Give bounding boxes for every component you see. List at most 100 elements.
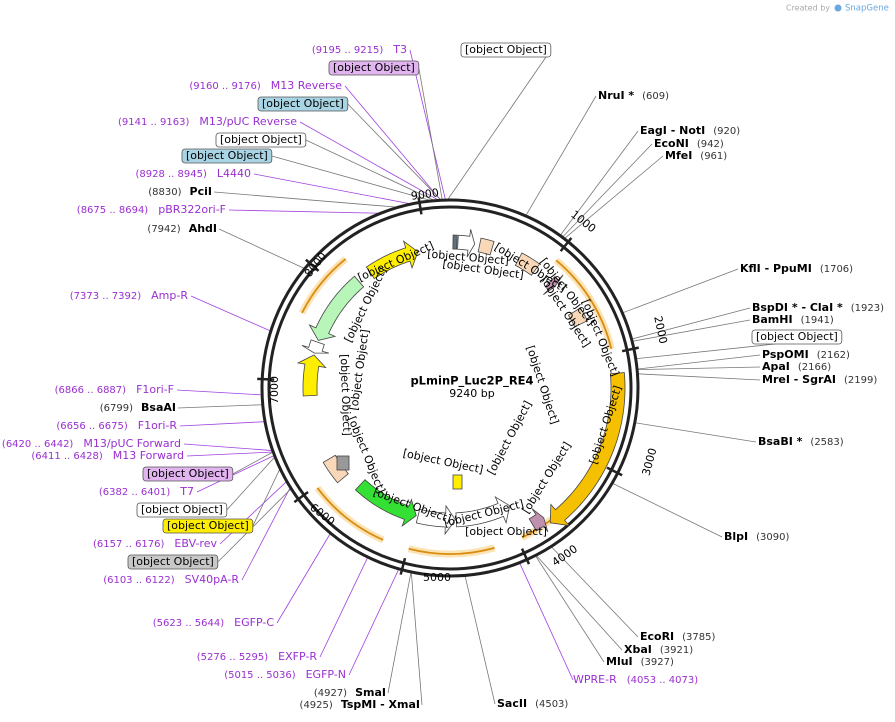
primer-name: M13/pUC Reverse xyxy=(199,115,297,128)
site-name: KflI - PpuMI xyxy=(740,262,812,275)
site-position: (6799) xyxy=(100,403,133,414)
label-line xyxy=(319,556,369,658)
plasmid-name: pLminP_Luc2P_RE4 xyxy=(410,374,533,389)
label-line xyxy=(634,422,757,443)
primer-name: EBV-rev xyxy=(174,537,217,550)
primer-range: (9141 .. 9163) xyxy=(118,117,190,128)
label-line xyxy=(190,295,271,332)
primer-name: SV40pA-R xyxy=(185,573,240,586)
primer-range: (6656 .. 6675) xyxy=(56,421,128,432)
feature-box-label: [object Object] xyxy=(167,519,249,532)
feature-box xyxy=(328,60,420,76)
primer-name: T3 xyxy=(392,43,407,56)
ruler-tick xyxy=(257,377,275,381)
site-label: (6799) BsaAI xyxy=(100,401,176,414)
feature-box-label: [object Object] xyxy=(262,97,344,110)
feature-box-label: [object Object] xyxy=(186,149,268,162)
label-line xyxy=(637,373,761,381)
primer-range: (9195 .. 9215) xyxy=(312,45,384,56)
label-line xyxy=(637,366,761,371)
primer-label: (6157 .. 6176) EBV-rev xyxy=(93,537,217,550)
feature-shape xyxy=(308,275,365,341)
ruler-label: 3000 xyxy=(640,447,660,477)
label-line xyxy=(535,554,623,651)
label-line xyxy=(464,575,496,705)
label-line xyxy=(228,209,381,214)
primer-label: (7373 .. 7392) Amp-R xyxy=(70,289,189,302)
primer-range: (6866 .. 6887) xyxy=(55,385,127,396)
watermark-logo xyxy=(834,4,842,12)
ruler-tick xyxy=(559,237,573,252)
ruler-tick xyxy=(621,346,639,353)
site-name: AhdI xyxy=(189,222,217,235)
label-line xyxy=(226,456,276,511)
feature-label: [object Object] xyxy=(338,354,354,436)
primer-label: (9141 .. 9163) M13/pUC Reverse xyxy=(118,115,297,128)
primer-name: Amp-R xyxy=(151,289,188,302)
primer-range: (6103 .. 6122) xyxy=(103,575,175,586)
feature-box xyxy=(136,502,228,518)
primer-name: L4440 xyxy=(217,167,251,180)
ruler-tick xyxy=(305,258,320,272)
watermark-prefix: Created by xyxy=(786,4,830,13)
site-label: EcoRI (3785) xyxy=(640,630,716,643)
label-line xyxy=(622,268,739,314)
label-line xyxy=(410,571,423,706)
site-name: EagI - NotI xyxy=(640,124,705,137)
site-position: (4925) xyxy=(300,700,333,711)
feature-box xyxy=(162,518,254,534)
site-name: SacII xyxy=(497,697,527,710)
site-label: MluI (3927) xyxy=(606,655,674,668)
site-position: (2583) xyxy=(810,437,843,448)
site-name: EcoRI xyxy=(640,630,674,643)
site-name: TspMI - XmaI xyxy=(341,698,420,711)
feature-box xyxy=(215,132,307,148)
annotation-arc xyxy=(408,547,495,555)
annotation-arc xyxy=(555,259,613,350)
feature-shape xyxy=(455,495,511,528)
feature-shape xyxy=(415,504,456,536)
backbone-inner xyxy=(267,205,633,571)
label-line xyxy=(525,95,597,217)
label-line xyxy=(550,546,639,638)
site-label: XbaI (3921) xyxy=(624,643,693,656)
site-label: BspDI * - ClaI * (1923) xyxy=(752,301,884,314)
ruler-tick xyxy=(399,557,407,575)
primer-label: (6411 .. 6428) M13 Forward xyxy=(31,449,184,462)
primer-range: (5276 .. 5295) xyxy=(197,652,269,663)
ruler-tick xyxy=(417,197,423,215)
label-line xyxy=(631,307,751,340)
feature-shape xyxy=(354,479,417,528)
label-line xyxy=(186,451,274,457)
site-name: SmaI xyxy=(355,686,386,699)
label-line xyxy=(387,571,412,694)
feature-shape xyxy=(365,240,419,280)
primer-name: EGFP-C xyxy=(234,616,274,629)
label-line xyxy=(179,421,266,427)
site-label: (4927) SmaI xyxy=(314,686,386,699)
feature-shape xyxy=(336,455,350,471)
feature-box-label: [object Object] xyxy=(333,61,415,74)
site-position: (1706) xyxy=(820,264,853,275)
primer-name: F1ori-R xyxy=(138,419,178,432)
ruler-label: 2000 xyxy=(651,315,670,345)
site-position: (7942) xyxy=(147,224,180,235)
site-label: EagI - NotI (920) xyxy=(640,124,740,137)
feature-shape xyxy=(452,474,463,490)
site-name: ApaI xyxy=(762,360,790,373)
primer-name: M13 Forward xyxy=(113,449,184,462)
feature-box xyxy=(751,329,843,345)
primer-range: (5623 .. 5644) xyxy=(153,618,225,629)
primer-range: (8928 .. 8945) xyxy=(135,169,207,180)
label-line xyxy=(253,173,412,205)
primer-label: (6103 .. 6122) SV40pA-R xyxy=(103,573,239,586)
site-position: (2199) xyxy=(844,375,877,386)
label-line xyxy=(447,49,552,201)
feature-box xyxy=(181,148,273,164)
label-line xyxy=(232,451,274,475)
site-name: NruI * xyxy=(598,89,634,102)
site-label: MfeI (961) xyxy=(665,149,727,162)
site-name: BsaAI xyxy=(141,401,176,414)
primer-range: (8675 .. 8694) xyxy=(77,205,149,216)
